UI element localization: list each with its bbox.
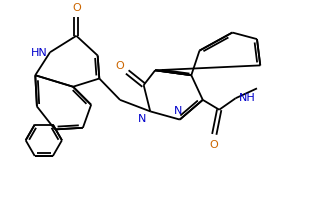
Text: O: O [72,3,81,13]
Text: NH: NH [239,92,256,103]
Text: N: N [138,114,146,124]
Text: O: O [209,139,218,149]
Text: O: O [115,60,124,70]
Text: HN: HN [31,48,47,58]
Text: N: N [174,105,182,115]
